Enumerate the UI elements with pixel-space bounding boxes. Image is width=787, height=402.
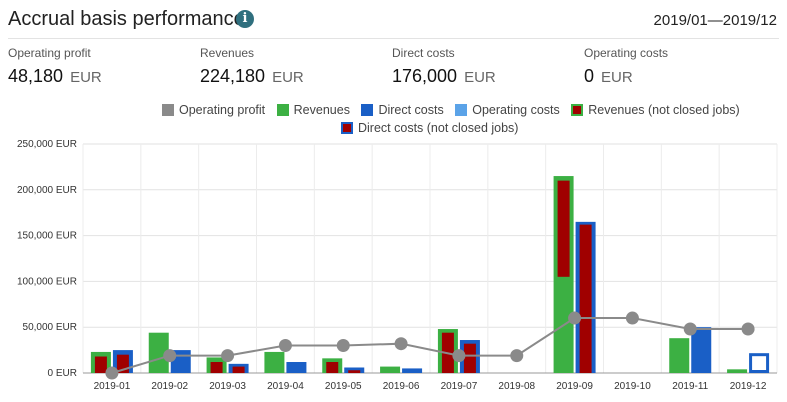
operating-profit-point [625,311,639,325]
x-tick-label: 2019-11 [672,381,708,392]
revenues-bar [148,332,169,373]
kpi-operating-profit: Operating profit 48,180 EUR [8,46,198,87]
x-tick-label: 2019-01 [94,381,131,392]
revenues-not-closed-bar [94,356,107,373]
info-icon[interactable]: i [236,10,254,28]
direct-costs-not-closed-bar [232,366,245,373]
swatch-icon [571,103,584,116]
direct-costs-not-closed-bar [579,224,592,373]
x-tick-label: 2019-07 [441,381,478,392]
x-tick-label: 2019-06 [383,381,420,392]
kpi-value: 48,180 EUR [8,66,102,86]
page-title: Accrual basis performance [8,8,245,30]
kpi-label: Direct costs [392,46,455,60]
kpi-value: 0 EUR [584,66,633,86]
revenues-bar [669,338,690,373]
direct-costs-bar [691,327,712,373]
x-tick-label: 2019-08 [498,381,535,392]
direct-costs-bar [286,362,307,373]
revenues-not-closed-bar [210,362,223,373]
revenues-not-closed-bar [326,362,339,373]
y-tick-label: 0 EUR [48,368,77,379]
legend-revenues-not-closed[interactable]: Revenues (not closed jobs) [571,103,740,117]
direct-costs-not-closed-bar [463,343,476,373]
operating-profit-point [221,349,235,363]
operating-profit-point [394,337,408,351]
operating-profit-point [452,349,466,363]
chart: 0 EUR 50,000 EUR 100,000 EUR 150,000 EUR 200… [17,140,778,392]
kpi-label: Operating profit [8,46,91,60]
operating-profit-line [111,317,749,374]
swatch-icon [162,103,174,116]
legend-operating-profit[interactable]: Operating profit [162,103,265,117]
swatch-icon [455,103,468,116]
direct-costs-not-closed-bar [749,353,770,373]
x-tick-label: 2019-02 [151,381,188,392]
operating-profit-point [510,349,524,363]
y-tick-label: 100,000 EUR [17,276,77,287]
kpi-operating-costs: Operating costs 0 EUR [584,46,774,87]
revenues-bar [264,351,285,373]
y-tick-label: 200,000 EUR [17,185,77,196]
x-tick-label: 2019-04 [267,381,304,392]
kpi-value: 176,000 EUR [392,66,496,86]
kpi-label: Operating costs [584,46,669,60]
revenues-not-closed-bar [557,180,570,277]
revenues-bar [727,369,748,373]
x-tick-label: 2019-03 [209,381,246,392]
operating-profit-point [683,322,697,336]
swatch-icon [276,103,289,116]
header: Accrual basis performance i 2019/01—2019… [0,0,787,40]
kpi-revenues: Revenues 224,180 EUR [200,46,390,87]
kpi-label: Revenues [200,46,255,60]
direct-costs-not-closed-bar [116,354,129,373]
operating-profit-point [741,322,755,336]
divider [8,38,779,39]
kpi-value: 224,180 EUR [200,66,304,86]
operating-profit-point [568,311,582,325]
legend-operating-costs[interactable]: Operating costs [455,103,560,117]
legend-direct-costs-not-closed[interactable]: Direct costs (not closed jobs) [341,121,518,135]
y-tick-label: 50,000 EUR [23,322,77,333]
operating-profit-point [163,349,177,363]
operating-profit-point [336,339,350,353]
legend-revenues[interactable]: Revenues [276,103,350,117]
date-range[interactable]: 2019/01—2019/12 [653,12,777,29]
direct-costs-not-closed-bar [348,370,361,373]
y-tick-label: 150,000 EUR [17,231,77,242]
swatch-icon [341,121,353,134]
legend-direct-costs[interactable]: Direct costs [361,103,444,117]
x-tick-label: 2019-09 [556,381,593,392]
operating-profit-point [105,366,119,380]
x-tick-label: 2019-05 [325,381,362,392]
operating-profit-point [278,339,292,353]
x-tick-label: 2019-12 [730,381,767,392]
swatch-icon [361,103,374,116]
kpi-direct-costs: Direct costs 176,000 EUR [392,46,582,87]
revenues-bar [380,366,401,373]
x-tick-label: 2019-10 [614,381,651,392]
direct-costs-bar [402,368,423,373]
y-tick-label: 250,000 EUR [17,140,77,150]
